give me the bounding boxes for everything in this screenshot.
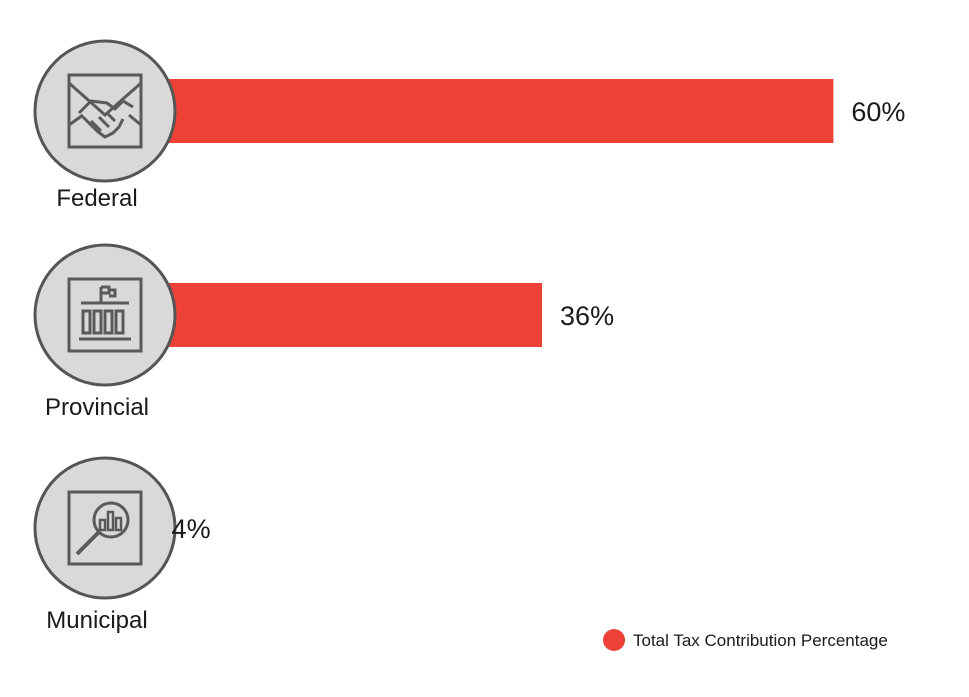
- legend: Total Tax Contribution Percentage: [603, 629, 888, 651]
- category-label-provincial: Provincial: [45, 394, 149, 421]
- handshake-icon: [67, 73, 143, 149]
- icon-circle-federal: [33, 39, 177, 183]
- magnifier-chart-icon: [67, 490, 143, 566]
- value-label-municipal: 4%: [172, 514, 211, 544]
- bar-federal: [105, 79, 834, 143]
- value-label-provincial: 36%: [560, 301, 614, 331]
- legend-label: Total Tax Contribution Percentage: [633, 631, 888, 650]
- legend-swatch: [603, 629, 625, 651]
- value-label-federal: 60%: [851, 97, 905, 127]
- row-municipal: Municipal 4%: [33, 456, 211, 634]
- category-label-federal: Federal: [56, 185, 137, 212]
- government-building-icon: [67, 277, 143, 353]
- bar-provincial: [105, 283, 543, 347]
- category-label-municipal: Municipal: [46, 607, 147, 634]
- row-federal: Federal 60%: [33, 39, 905, 212]
- row-provincial: Provincial 36%: [33, 243, 614, 421]
